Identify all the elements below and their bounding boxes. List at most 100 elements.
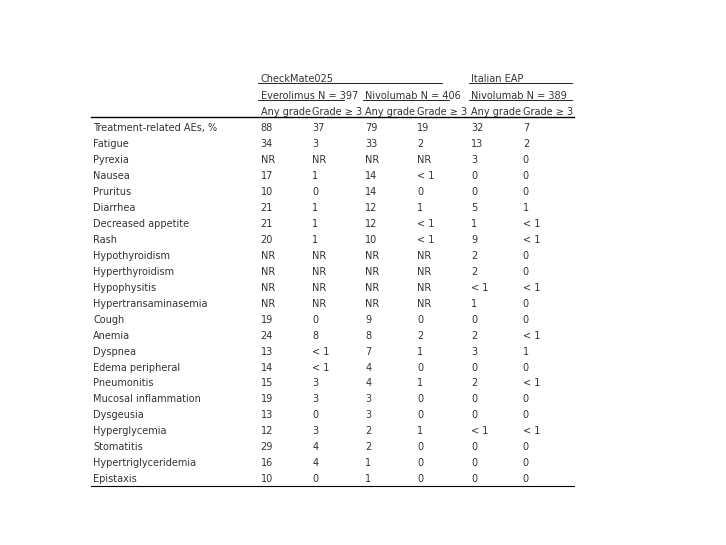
Text: 29: 29 (261, 442, 273, 452)
Text: 1: 1 (312, 203, 319, 213)
Text: 5: 5 (471, 203, 478, 213)
Text: 33: 33 (365, 140, 378, 149)
Text: 4: 4 (365, 378, 372, 389)
Text: Epistaxis: Epistaxis (93, 474, 136, 484)
Text: 4: 4 (312, 458, 319, 468)
Text: Dyspnea: Dyspnea (93, 347, 136, 356)
Text: < 1: < 1 (523, 235, 540, 245)
Text: 0: 0 (471, 314, 477, 325)
Text: 3: 3 (312, 140, 319, 149)
Text: < 1: < 1 (417, 235, 434, 245)
Text: NR: NR (365, 155, 380, 165)
Text: Nivolumab N = 389: Nivolumab N = 389 (471, 92, 567, 101)
Text: 2: 2 (365, 426, 372, 437)
Text: 0: 0 (471, 442, 477, 452)
Text: 19: 19 (417, 123, 429, 134)
Text: Pyrexia: Pyrexia (93, 155, 129, 165)
Text: 13: 13 (471, 140, 484, 149)
Text: NR: NR (417, 155, 431, 165)
Text: 1: 1 (312, 171, 319, 181)
Text: 4: 4 (365, 362, 372, 373)
Text: 3: 3 (312, 378, 319, 389)
Text: 0: 0 (523, 267, 529, 277)
Text: 1: 1 (417, 347, 423, 356)
Text: 1: 1 (417, 378, 423, 389)
Text: NR: NR (365, 299, 380, 308)
Text: 19: 19 (261, 314, 273, 325)
Text: Hypertriglyceridemia: Hypertriglyceridemia (93, 458, 196, 468)
Text: 0: 0 (523, 458, 529, 468)
Text: 34: 34 (261, 140, 273, 149)
Text: 0: 0 (523, 171, 529, 181)
Text: NR: NR (312, 267, 327, 277)
Text: NR: NR (261, 283, 275, 293)
Text: NR: NR (417, 299, 431, 308)
Text: CheckMate025: CheckMate025 (261, 74, 334, 84)
Text: 0: 0 (312, 474, 319, 484)
Text: Hyperglycemia: Hyperglycemia (93, 426, 166, 437)
Text: 0: 0 (523, 299, 529, 308)
Text: 0: 0 (523, 314, 529, 325)
Text: 3: 3 (365, 395, 372, 404)
Text: 1: 1 (417, 203, 423, 213)
Text: 16: 16 (261, 458, 273, 468)
Text: 20: 20 (261, 235, 273, 245)
Text: < 1: < 1 (523, 283, 540, 293)
Text: Diarrhea: Diarrhea (93, 203, 135, 213)
Text: 2: 2 (471, 251, 478, 261)
Text: Pneumonitis: Pneumonitis (93, 378, 153, 389)
Text: 2: 2 (523, 140, 529, 149)
Text: Any grade: Any grade (261, 107, 311, 117)
Text: Everolimus N = 397: Everolimus N = 397 (261, 92, 358, 101)
Text: 12: 12 (365, 219, 378, 229)
Text: 0: 0 (471, 187, 477, 197)
Text: Grade ≥ 3: Grade ≥ 3 (523, 107, 573, 117)
Text: 3: 3 (471, 347, 477, 356)
Text: 0: 0 (523, 187, 529, 197)
Text: 15: 15 (261, 378, 273, 389)
Text: 0: 0 (523, 251, 529, 261)
Text: 0: 0 (417, 442, 423, 452)
Text: < 1: < 1 (471, 283, 489, 293)
Text: < 1: < 1 (523, 378, 540, 389)
Text: 1: 1 (417, 426, 423, 437)
Text: 1: 1 (312, 219, 319, 229)
Text: Stomatitis: Stomatitis (93, 442, 143, 452)
Text: < 1: < 1 (312, 347, 330, 356)
Text: 13: 13 (261, 410, 273, 420)
Text: 0: 0 (471, 458, 477, 468)
Text: 0: 0 (523, 474, 529, 484)
Text: 0: 0 (523, 395, 529, 404)
Text: 0: 0 (471, 362, 477, 373)
Text: 14: 14 (365, 187, 378, 197)
Text: 1: 1 (471, 219, 477, 229)
Text: 9: 9 (365, 314, 372, 325)
Text: NR: NR (261, 251, 275, 261)
Text: 2: 2 (471, 267, 478, 277)
Text: < 1: < 1 (417, 219, 434, 229)
Text: 24: 24 (261, 331, 273, 341)
Text: 0: 0 (417, 314, 423, 325)
Text: 9: 9 (471, 235, 477, 245)
Text: 0: 0 (417, 474, 423, 484)
Text: 0: 0 (471, 171, 477, 181)
Text: Italian EAP: Italian EAP (471, 74, 523, 84)
Text: NR: NR (261, 155, 275, 165)
Text: Any grade: Any grade (471, 107, 521, 117)
Text: Treatment-related AEs, %: Treatment-related AEs, % (93, 123, 217, 134)
Text: 1: 1 (365, 458, 372, 468)
Text: 7: 7 (365, 347, 372, 356)
Text: 2: 2 (417, 140, 423, 149)
Text: Dysgeusia: Dysgeusia (93, 410, 144, 420)
Text: 14: 14 (365, 171, 378, 181)
Text: NR: NR (312, 283, 327, 293)
Text: 3: 3 (471, 155, 477, 165)
Text: 3: 3 (312, 395, 319, 404)
Text: 1: 1 (471, 299, 477, 308)
Text: 3: 3 (312, 426, 319, 437)
Text: 1: 1 (523, 347, 529, 356)
Text: 0: 0 (523, 362, 529, 373)
Text: 0: 0 (417, 187, 423, 197)
Text: 8: 8 (365, 331, 372, 341)
Text: 0: 0 (471, 395, 477, 404)
